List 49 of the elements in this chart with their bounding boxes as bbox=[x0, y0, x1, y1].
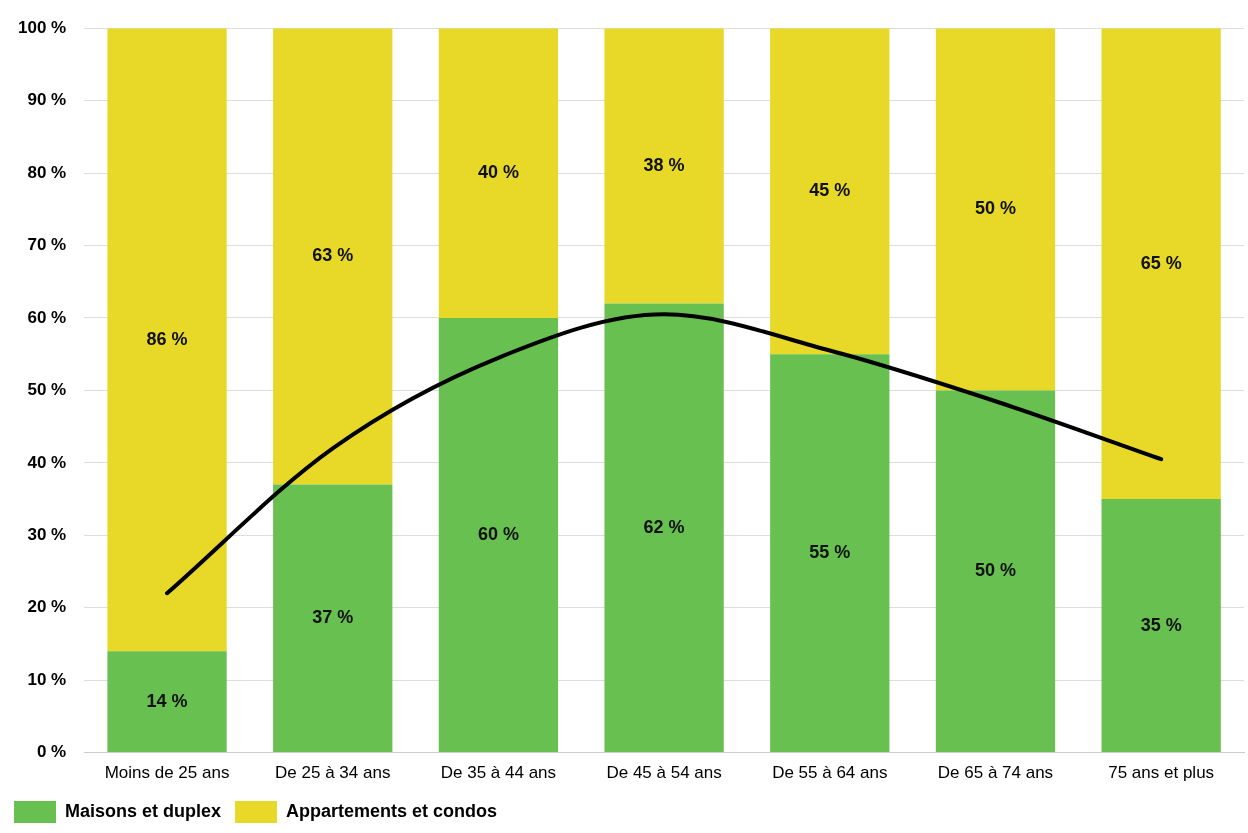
data-label: 50 % bbox=[974, 198, 1016, 219]
data-label: 63 % bbox=[312, 245, 354, 266]
data-label: 40 % bbox=[477, 162, 519, 183]
bar bbox=[935, 390, 1056, 753]
y-tick-label: 0 % bbox=[36, 742, 67, 762]
data-label: 38 % bbox=[643, 154, 685, 175]
x-tick-label: De 45 à 54 ans bbox=[606, 763, 722, 783]
data-label: 50 % bbox=[974, 560, 1016, 581]
data-label: 55 % bbox=[809, 542, 851, 563]
data-label: 45 % bbox=[809, 180, 851, 201]
line-series bbox=[165, 312, 1164, 596]
bar bbox=[107, 651, 227, 753]
x-tick-label: De 25 à 34 ans bbox=[275, 763, 391, 783]
data-label: 37 % bbox=[312, 607, 354, 628]
legend-label: Appartements et condos bbox=[286, 800, 498, 821]
bar bbox=[935, 28, 1056, 391]
data-label: 62 % bbox=[643, 516, 685, 537]
bar bbox=[604, 303, 724, 753]
bar bbox=[438, 317, 559, 753]
y-tick-label: 30 % bbox=[27, 524, 67, 544]
data-label: 14 % bbox=[146, 690, 188, 711]
x-tick-label: Moins de 25 ans bbox=[104, 763, 230, 783]
y-tick-label: 50 % bbox=[27, 380, 67, 400]
x-tick-label: De 65 à 74 ans bbox=[937, 763, 1054, 783]
bar bbox=[273, 28, 393, 485]
y-tick-label: 70 % bbox=[27, 235, 67, 255]
bar bbox=[273, 484, 393, 753]
bar bbox=[1101, 28, 1221, 500]
y-tick-label: 40 % bbox=[27, 452, 67, 472]
y-tick-label: 10 % bbox=[27, 669, 67, 689]
y-tick-label: 90 % bbox=[27, 90, 67, 110]
bar bbox=[770, 28, 890, 355]
bar bbox=[438, 28, 559, 318]
bar bbox=[604, 28, 724, 304]
data-label: 65 % bbox=[1140, 252, 1182, 273]
x-tick-label: De 55 à 64 ans bbox=[772, 763, 888, 783]
data-label: 60 % bbox=[477, 524, 519, 544]
data-label: 35 % bbox=[1140, 614, 1182, 635]
y-tick-label: 100 % bbox=[18, 17, 67, 37]
x-tick-label: 75 ans et plus bbox=[1108, 763, 1215, 783]
y-tick-label: 60 % bbox=[27, 307, 67, 327]
bar bbox=[770, 354, 890, 753]
bar bbox=[107, 28, 227, 652]
x-tick-label: De 35 à 44 ans bbox=[440, 763, 557, 783]
data-label: 86 % bbox=[146, 328, 188, 349]
y-tick-label: 80 % bbox=[27, 162, 67, 182]
bar bbox=[1101, 499, 1221, 753]
legend-label: Maisons et duplex bbox=[65, 800, 222, 821]
y-tick-label: 20 % bbox=[27, 597, 67, 617]
